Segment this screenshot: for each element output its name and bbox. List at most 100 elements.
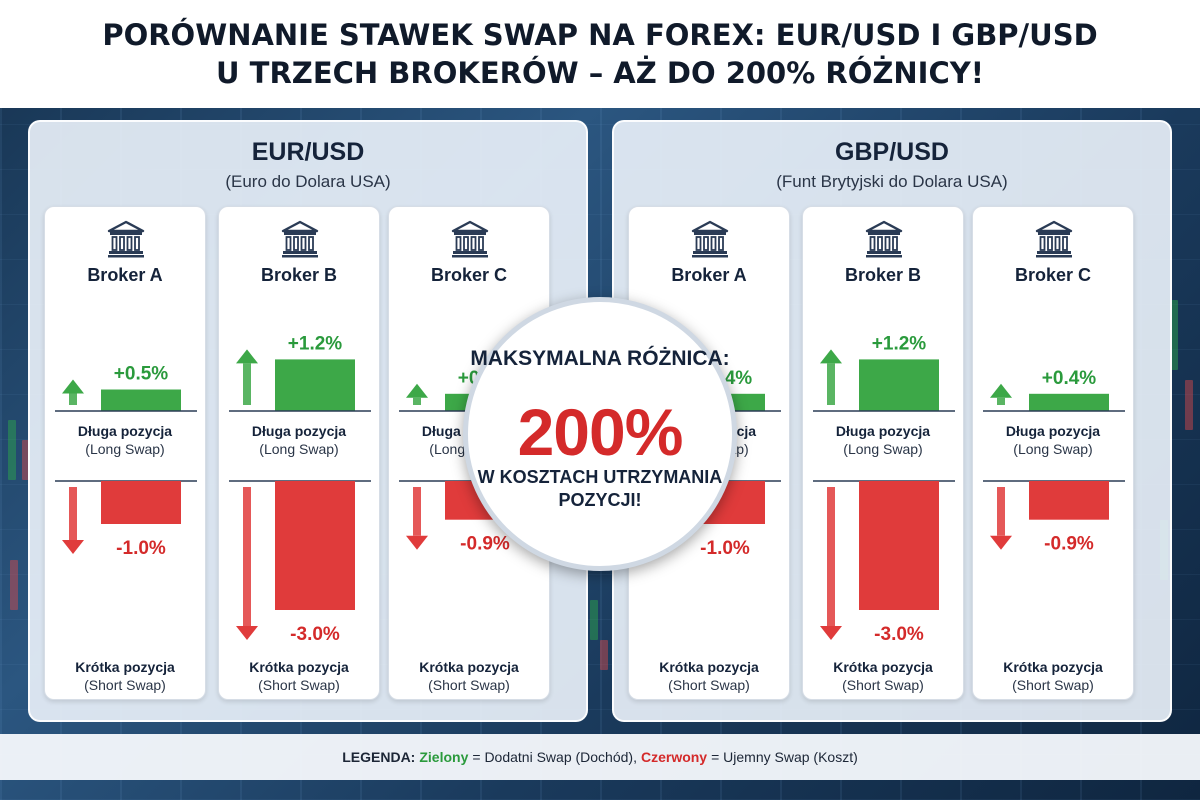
long-swap-value: +0.4%: [1042, 368, 1097, 389]
short-swap-bar: [1029, 481, 1109, 520]
bank-base: [283, 251, 317, 254]
short-position-label: Krótka pozycja: [249, 659, 349, 675]
long-position-label: Długa pozycja: [1005, 423, 1101, 439]
short-swap-label: (Short Swap): [842, 677, 924, 693]
bank-roof: [281, 220, 319, 233]
up-arrow-icon: [236, 349, 258, 405]
short-swap-label: (Short Swap): [258, 677, 340, 693]
bank-column: [470, 236, 477, 251]
short-swap-label: (Short Swap): [428, 677, 510, 693]
bank-base: [109, 251, 143, 254]
panel-subtitle: (Funt Brytyjski do Dolara USA): [776, 172, 1008, 191]
down-arrow-head: [62, 540, 84, 554]
bank-beam: [868, 232, 900, 235]
short-swap-value: -0.9%: [1044, 534, 1094, 555]
broker-name: Broker B: [844, 265, 922, 285]
page-title-line2: U TRZECH BROKERÓW – AŻ DO 200% RÓŻNICY!: [216, 56, 984, 90]
up-arrow-head: [406, 383, 428, 398]
swap-bars: +0.4% -0.9%: [983, 368, 1125, 555]
long-swap-bar: [275, 359, 355, 411]
long-swap-value: +1.2%: [872, 333, 927, 354]
up-arrow-head: [236, 349, 258, 364]
down-arrow-shaft: [413, 487, 421, 536]
bank-column: [869, 236, 876, 251]
broker-name: Broker C: [430, 265, 508, 285]
bank-base: [1037, 251, 1071, 254]
up-arrow-icon: [406, 383, 428, 405]
short-swap-bar: [275, 481, 355, 610]
bank-column: [884, 236, 891, 251]
short-swap-label: (Short Swap): [1012, 677, 1094, 693]
short-swap-label: (Short Swap): [668, 677, 750, 693]
swap-bars: +1.2% -3.0%: [813, 333, 955, 645]
bank-base: [452, 255, 488, 258]
bank-column: [478, 236, 484, 251]
legend-green-word: Zielony: [419, 749, 469, 765]
short-position-label: Krótka pozycja: [833, 659, 933, 675]
short-position-label: Krótka pozycja: [659, 659, 759, 675]
broker-card: Broker A +0.5% -1.0% Długa pozycja (Long Swa…: [44, 206, 206, 700]
up-arrow-shaft: [69, 393, 77, 405]
up-arrow-icon: [990, 383, 1012, 405]
bank-roof: [107, 220, 145, 233]
bank-column: [1039, 236, 1046, 251]
background-candle: [1170, 300, 1178, 370]
up-arrow-shaft: [997, 397, 1005, 405]
bank-column: [1062, 236, 1068, 251]
bank-column: [119, 236, 125, 251]
bank-icon: [1035, 220, 1073, 258]
broker-name: Broker A: [671, 265, 747, 285]
bank-roof: [1035, 220, 1073, 233]
badge-top-text: MAKSYMALNA RÓŻNICA:: [470, 347, 730, 370]
short-swap-value: -3.0%: [290, 624, 340, 645]
down-arrow-head: [820, 626, 842, 640]
panel-title: GBP/USD: [835, 138, 949, 166]
broker-name: Broker B: [260, 265, 338, 285]
short-swap-value: -1.0%: [116, 538, 166, 559]
bank-roof: [691, 220, 729, 233]
bank-icon: [281, 220, 319, 258]
bank-roof: [865, 220, 903, 233]
swap-bars: +0.5% -1.0%: [55, 364, 197, 559]
bank-column: [300, 236, 307, 251]
down-arrow-head: [236, 626, 258, 640]
down-arrow-icon: [990, 487, 1012, 550]
bank-base: [867, 251, 901, 254]
background-candle: [10, 560, 18, 610]
long-swap-bar: [101, 389, 181, 411]
long-swap-label: (Long Swap): [1013, 441, 1093, 457]
long-swap-value: +0.5%: [114, 364, 169, 385]
long-position-label: Długa pozycja: [77, 423, 173, 439]
up-arrow-shaft: [243, 363, 251, 405]
bank-base: [866, 255, 902, 258]
badge-bottom-text: W KOSZTACH UTRZYMANIA POZYCJI!: [477, 467, 723, 510]
bank-column: [703, 236, 709, 251]
background-candle: [1185, 380, 1193, 430]
swap-bars: +1.2% -3.0%: [229, 333, 371, 645]
bank-column: [1047, 236, 1053, 251]
bank-column: [285, 236, 292, 251]
down-arrow-icon: [62, 487, 84, 554]
legend-green-text: = Dodatni Swap (Dochód),: [472, 749, 637, 765]
bank-column: [455, 236, 462, 251]
down-arrow-shaft: [827, 487, 835, 626]
bank-column: [126, 236, 133, 251]
down-arrow-head: [406, 535, 428, 550]
bank-column: [718, 236, 724, 251]
broker-card: Broker B +1.2% -3.0% Długa pozycja (Long Swa…: [802, 206, 964, 700]
long-swap-label: (Long Swap): [259, 441, 339, 457]
bank-base: [1036, 255, 1072, 258]
badge-value: 200%: [517, 395, 684, 469]
bank-roof: [451, 220, 489, 233]
long-swap-bar: [859, 359, 939, 411]
bank-column: [710, 236, 717, 251]
background-candle: [590, 600, 598, 640]
short-swap-value: -1.0%: [700, 538, 750, 559]
bank-beam: [110, 232, 142, 235]
background-candle: [8, 420, 16, 480]
broker-name: Broker A: [87, 265, 163, 285]
panel-title: EUR/USD: [251, 138, 365, 166]
bank-column: [308, 236, 314, 251]
bank-column: [695, 236, 702, 251]
down-arrow-icon: [236, 487, 258, 640]
